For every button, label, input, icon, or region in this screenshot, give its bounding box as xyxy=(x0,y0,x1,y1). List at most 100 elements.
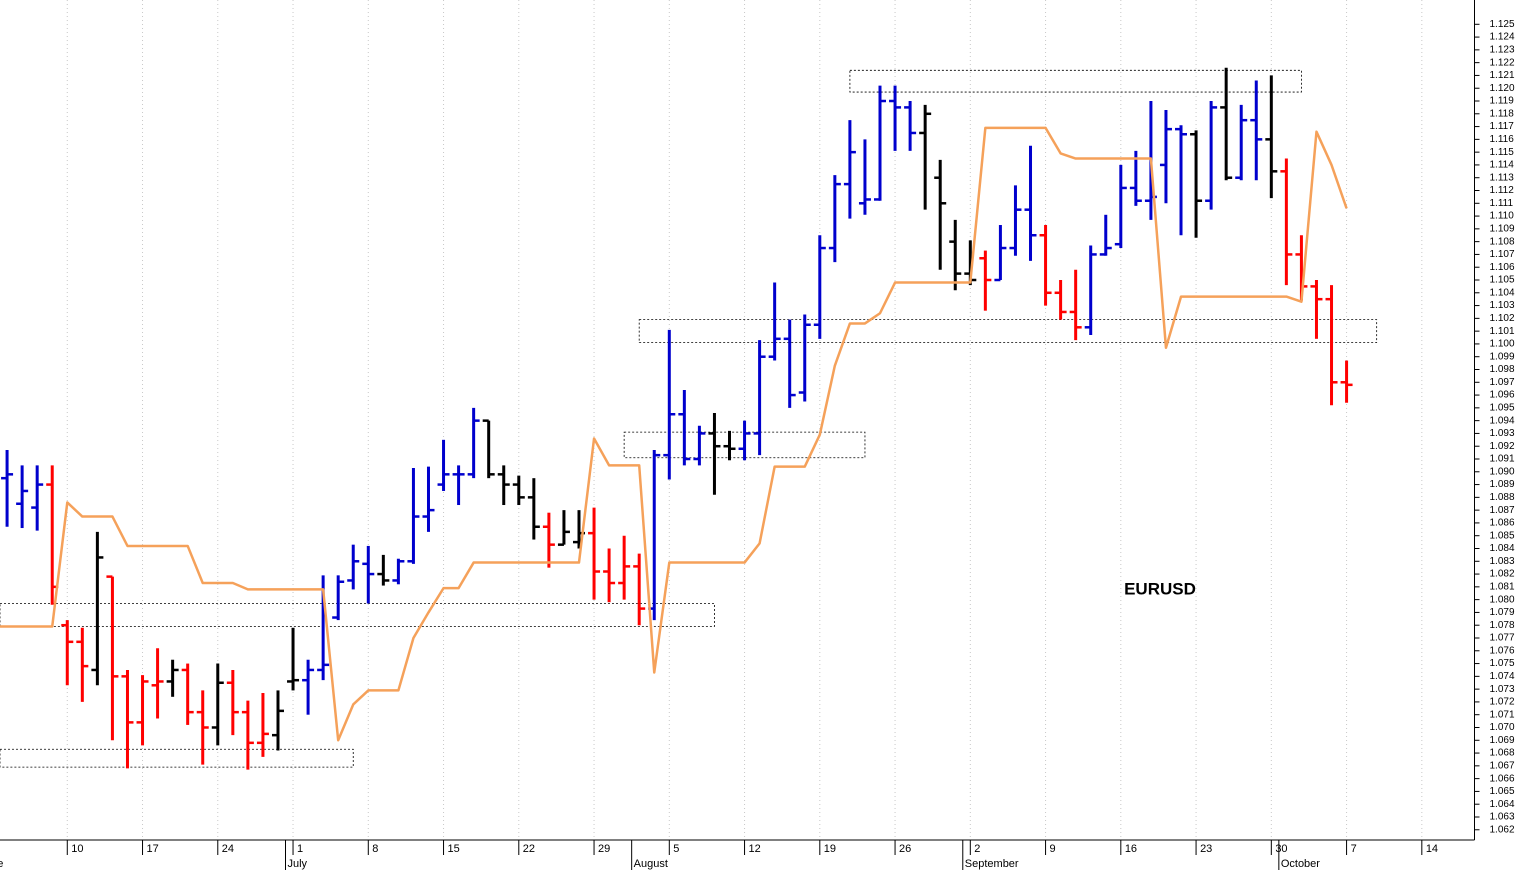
ohlc-bar xyxy=(557,510,570,546)
ohlc-bar xyxy=(1205,101,1218,210)
y-tick-label: 1.124 xyxy=(1490,32,1515,43)
x-tick-label: 8 xyxy=(372,843,378,855)
y-tick-label: 1.079 xyxy=(1490,607,1515,618)
y-tick-label: 1.080 xyxy=(1490,594,1515,605)
x-tick-label: 16 xyxy=(1125,843,1137,855)
ohlc-bar xyxy=(512,475,525,506)
y-tick-label: 1.093 xyxy=(1490,428,1515,439)
ohlc-bar xyxy=(723,430,736,461)
y-tick-label: 1.097 xyxy=(1490,377,1515,388)
x-tick-label: 10 xyxy=(71,843,83,855)
y-tick-label: 1.083 xyxy=(1490,556,1515,567)
x-tick-label: 2 xyxy=(974,843,980,855)
zone xyxy=(638,319,1378,344)
x-tick-label: 19 xyxy=(824,843,836,855)
ohlc-bar xyxy=(271,690,284,751)
month-label: July xyxy=(288,858,308,870)
ohlc-bar xyxy=(166,659,179,697)
ohlc-bar xyxy=(919,104,932,210)
y-tick-label: 1.107 xyxy=(1490,249,1515,260)
y-tick-label: 1.121 xyxy=(1490,70,1515,81)
y-tick-label: 1.075 xyxy=(1490,658,1515,669)
indicator-line xyxy=(0,126,1348,742)
x-tick-label: 5 xyxy=(673,843,679,855)
ohlc-bar xyxy=(678,389,691,466)
ohlc-bar xyxy=(1099,214,1112,256)
y-tick-label: 1.062 xyxy=(1490,824,1515,835)
y-tick-label: 1.063 xyxy=(1490,812,1515,823)
ohlc-bar xyxy=(1114,164,1127,249)
y-tick-label: 1.119 xyxy=(1490,96,1515,107)
y-tick-label: 1.090 xyxy=(1490,466,1515,477)
y-tick-label: 1.065 xyxy=(1490,786,1515,797)
ohlc-bar xyxy=(618,535,631,600)
x-tick-label: 14 xyxy=(1426,843,1438,855)
y-tick-label: 1.109 xyxy=(1490,223,1515,234)
x-tick-label: 23 xyxy=(1200,843,1212,855)
y-tick-label: 1.070 xyxy=(1490,722,1515,733)
ohlc-bar xyxy=(136,675,149,746)
x-tick-label: 7 xyxy=(1351,843,1357,855)
y-tick-label: 1.105 xyxy=(1490,275,1515,286)
y-tick-label: 1.112 xyxy=(1490,185,1515,196)
ohlc-bar xyxy=(1190,130,1203,238)
month-label: June xyxy=(0,858,3,870)
ohlc-bar xyxy=(753,340,766,456)
ohlc-bar xyxy=(603,548,616,603)
y-tick-label: 1.123 xyxy=(1490,45,1515,56)
ohlc-bar xyxy=(588,507,601,600)
ohlc-bar xyxy=(16,465,29,529)
ohlc-bar xyxy=(858,139,871,215)
y-tick-label: 1.085 xyxy=(1490,530,1515,541)
y-tick-label: 1.110 xyxy=(1490,211,1515,222)
y-tick-label: 1.089 xyxy=(1490,479,1515,490)
y-tick-label: 1.118 xyxy=(1490,108,1515,119)
ohlc-bar xyxy=(287,627,300,691)
ohlc-bar xyxy=(91,531,104,686)
x-tick-label: 24 xyxy=(222,843,234,855)
y-tick-label: 1.082 xyxy=(1490,569,1515,580)
ohlc-bar xyxy=(783,319,796,408)
ohlc-bar xyxy=(1084,245,1097,335)
x-tick-label: 17 xyxy=(147,843,159,855)
ohlc-bar xyxy=(1250,80,1263,181)
ohlc-bar xyxy=(196,690,209,765)
x-tick-label: 9 xyxy=(1050,843,1056,855)
y-tick-label: 1.114 xyxy=(1490,160,1515,171)
ohlc-bar xyxy=(1175,125,1188,236)
y-tick-label: 1.101 xyxy=(1490,326,1515,337)
y-tick-label: 1.069 xyxy=(1490,735,1515,746)
y-tick-label: 1.084 xyxy=(1490,543,1515,554)
x-tick-label: 12 xyxy=(749,843,761,855)
y-tick-label: 1.066 xyxy=(1490,773,1515,784)
ohlc-bar xyxy=(828,175,841,263)
x-tick-label: 26 xyxy=(899,843,911,855)
ohlc-bar xyxy=(1325,285,1338,406)
y-tick-label: 1.076 xyxy=(1490,645,1515,656)
ohlc-bar xyxy=(226,669,239,736)
ohlc-bar xyxy=(256,692,269,757)
y-tick-label: 1.064 xyxy=(1490,799,1515,810)
x-tick-label: 22 xyxy=(523,843,535,855)
ohlc-bar xyxy=(106,575,119,741)
y-tick-label: 1.072 xyxy=(1490,697,1515,708)
ohlc-bar xyxy=(949,219,962,291)
ohlc-bar xyxy=(663,329,676,480)
ohlc-bar xyxy=(437,439,450,491)
ohlc-bar xyxy=(843,120,856,219)
ohlc-bar xyxy=(347,544,360,590)
y-tick-label: 1.073 xyxy=(1490,684,1515,695)
y-tick-label: 1.088 xyxy=(1490,492,1515,503)
ohlc-bar xyxy=(527,478,540,540)
ohlc-bar xyxy=(798,314,811,402)
ohlc-bar xyxy=(151,648,164,719)
x-tick-label: 30 xyxy=(1275,843,1287,855)
ohlc-bar xyxy=(392,558,405,585)
ohlc-bar xyxy=(1054,280,1067,320)
y-tick-label: 1.091 xyxy=(1490,454,1515,465)
y-tick-label: 1.098 xyxy=(1490,364,1515,375)
ohlc-bar xyxy=(874,85,887,201)
month-label: August xyxy=(634,858,668,870)
ohlc-bar xyxy=(904,101,917,151)
